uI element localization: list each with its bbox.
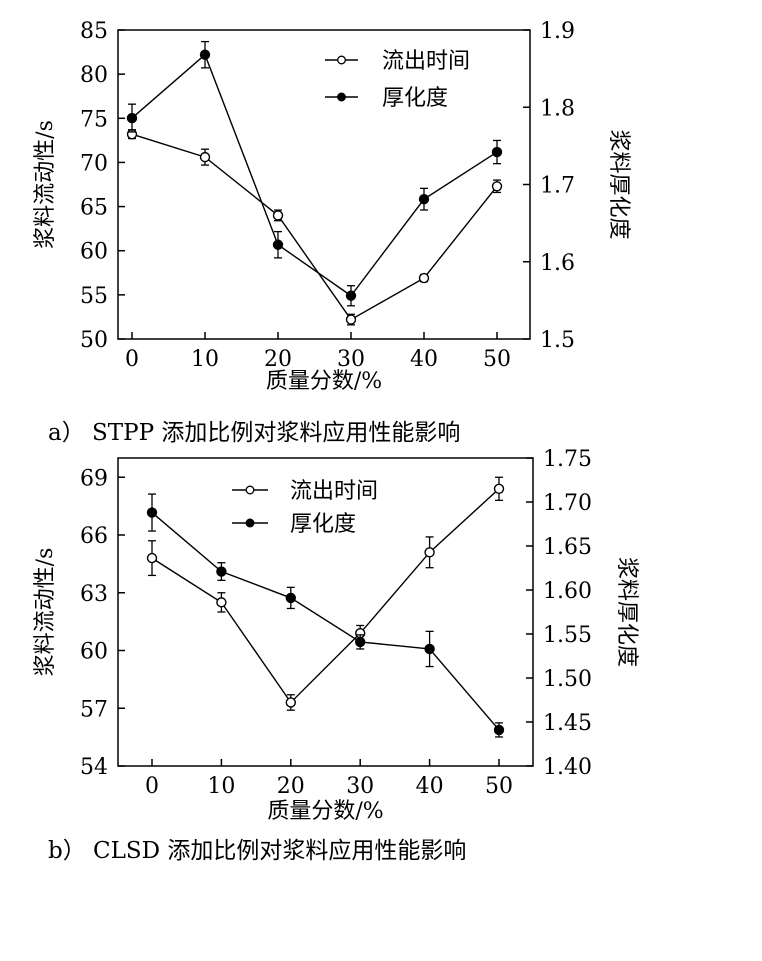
data-point	[146, 507, 158, 518]
y2-tick-label: 1.50	[543, 667, 592, 692]
x-tick-label: 10	[191, 347, 219, 372]
figure-caption: a） STPP 添加比例对浆料应用性能影响	[48, 420, 460, 446]
data-point	[418, 272, 430, 284]
legend-marker	[245, 485, 255, 495]
y2-tick-label: 1.7	[540, 174, 575, 199]
data-point	[199, 49, 211, 60]
x-tick-label: 40	[416, 774, 444, 799]
x-tick-label: 10	[207, 774, 235, 799]
data-point	[493, 483, 505, 494]
legend-entry: 厚化度	[290, 512, 356, 537]
y-tick-label: 50	[80, 328, 108, 353]
data-point	[216, 566, 227, 577]
data-point	[418, 193, 430, 205]
y2-tick-label: 1.5	[540, 328, 575, 353]
data-point	[285, 592, 296, 604]
data-point	[345, 314, 357, 325]
x-tick-label: 0	[125, 347, 139, 372]
series-line-thickness	[151, 512, 500, 731]
data-point	[491, 146, 503, 158]
x-axis-label: 质量分数/%	[267, 799, 383, 824]
x-tick-label: 30	[346, 774, 374, 799]
legend-entry: 流出时间	[290, 479, 378, 504]
x-axis-label: 质量分数/%	[266, 369, 382, 394]
y2-tick-label: 1.6	[540, 251, 575, 276]
y-axis-label: 浆料流动性/s	[33, 548, 58, 677]
legend-marker	[245, 518, 255, 528]
y-tick-label: 66	[80, 524, 108, 549]
x-tick-label: 40	[410, 347, 438, 372]
y-tick-label: 57	[80, 697, 108, 722]
y2-axis-label: 浆料厚化度	[614, 557, 639, 667]
y-axis-label: 浆料流动性/s	[33, 120, 58, 249]
y2-axis-label: 浆料厚化度	[606, 129, 631, 239]
chart-b-clsd: 54 57 60 63 66 69 1.40 1.45 1.50 1.55 1.60 1.65 1.70…	[33, 447, 639, 864]
y-tick-label: 55	[80, 284, 108, 309]
y2-tick-label: 1.9	[540, 19, 575, 44]
y-tick-label: 54	[80, 755, 108, 780]
x-tick-label: 20	[277, 774, 305, 799]
y-tick-label: 65	[80, 196, 108, 221]
x-tick-label: 0	[145, 774, 159, 799]
data-point	[493, 724, 505, 736]
y-tick-label: 63	[80, 582, 108, 607]
data-point	[126, 112, 138, 124]
y2-tick-label: 1.8	[540, 96, 575, 121]
y2-tick-label: 1.65	[543, 535, 592, 560]
x-tick-label: 50	[485, 774, 513, 799]
y-tick-label: 70	[80, 151, 108, 176]
data-point	[146, 552, 158, 564]
data-point	[272, 210, 284, 221]
y-tick-label: 60	[80, 640, 108, 665]
data-point	[272, 239, 284, 250]
y-tick-label: 75	[80, 107, 108, 132]
legend-marker	[337, 55, 346, 65]
y-tick-label: 60	[80, 240, 108, 265]
y2-tick-label: 1.60	[543, 579, 592, 604]
y2-tick-label: 1.55	[543, 623, 592, 648]
data-point	[345, 290, 357, 301]
x-tick-label: 30	[337, 347, 365, 372]
data-point	[216, 597, 227, 608]
y-tick-label: 69	[80, 466, 108, 491]
figure-caption: b） CLSD 添加比例对浆料应用性能影响	[48, 838, 466, 864]
legend-entry: 流出时间	[382, 49, 470, 74]
y2-tick-label: 1.45	[543, 711, 592, 736]
data-point	[491, 181, 503, 192]
x-tick-label: 50	[483, 347, 511, 372]
y-tick-label: 85	[80, 19, 108, 44]
chart-a-stpp: 50 55 60 65 70 75 80 85 1.5 1.6 1.7 1.8 1.9 0 10 20 30 40…	[33, 19, 631, 446]
data-point	[355, 636, 366, 648]
data-point	[285, 697, 296, 708]
data-point	[424, 643, 435, 655]
series-line-thickness	[131, 53, 498, 297]
x-tick-label: 20	[264, 347, 292, 372]
y2-tick-label: 1.75	[543, 447, 592, 472]
series-line-flow-time	[131, 133, 498, 321]
legend-entry: 厚化度	[382, 86, 448, 111]
y2-tick-label: 1.40	[543, 755, 592, 780]
series-line-flow-time	[151, 488, 500, 704]
legend-marker	[337, 92, 346, 102]
data-point	[199, 151, 211, 163]
data-point	[424, 547, 435, 558]
y2-tick-label: 1.70	[543, 491, 592, 516]
plot-frame	[117, 457, 534, 767]
y-tick-label: 80	[80, 63, 108, 88]
